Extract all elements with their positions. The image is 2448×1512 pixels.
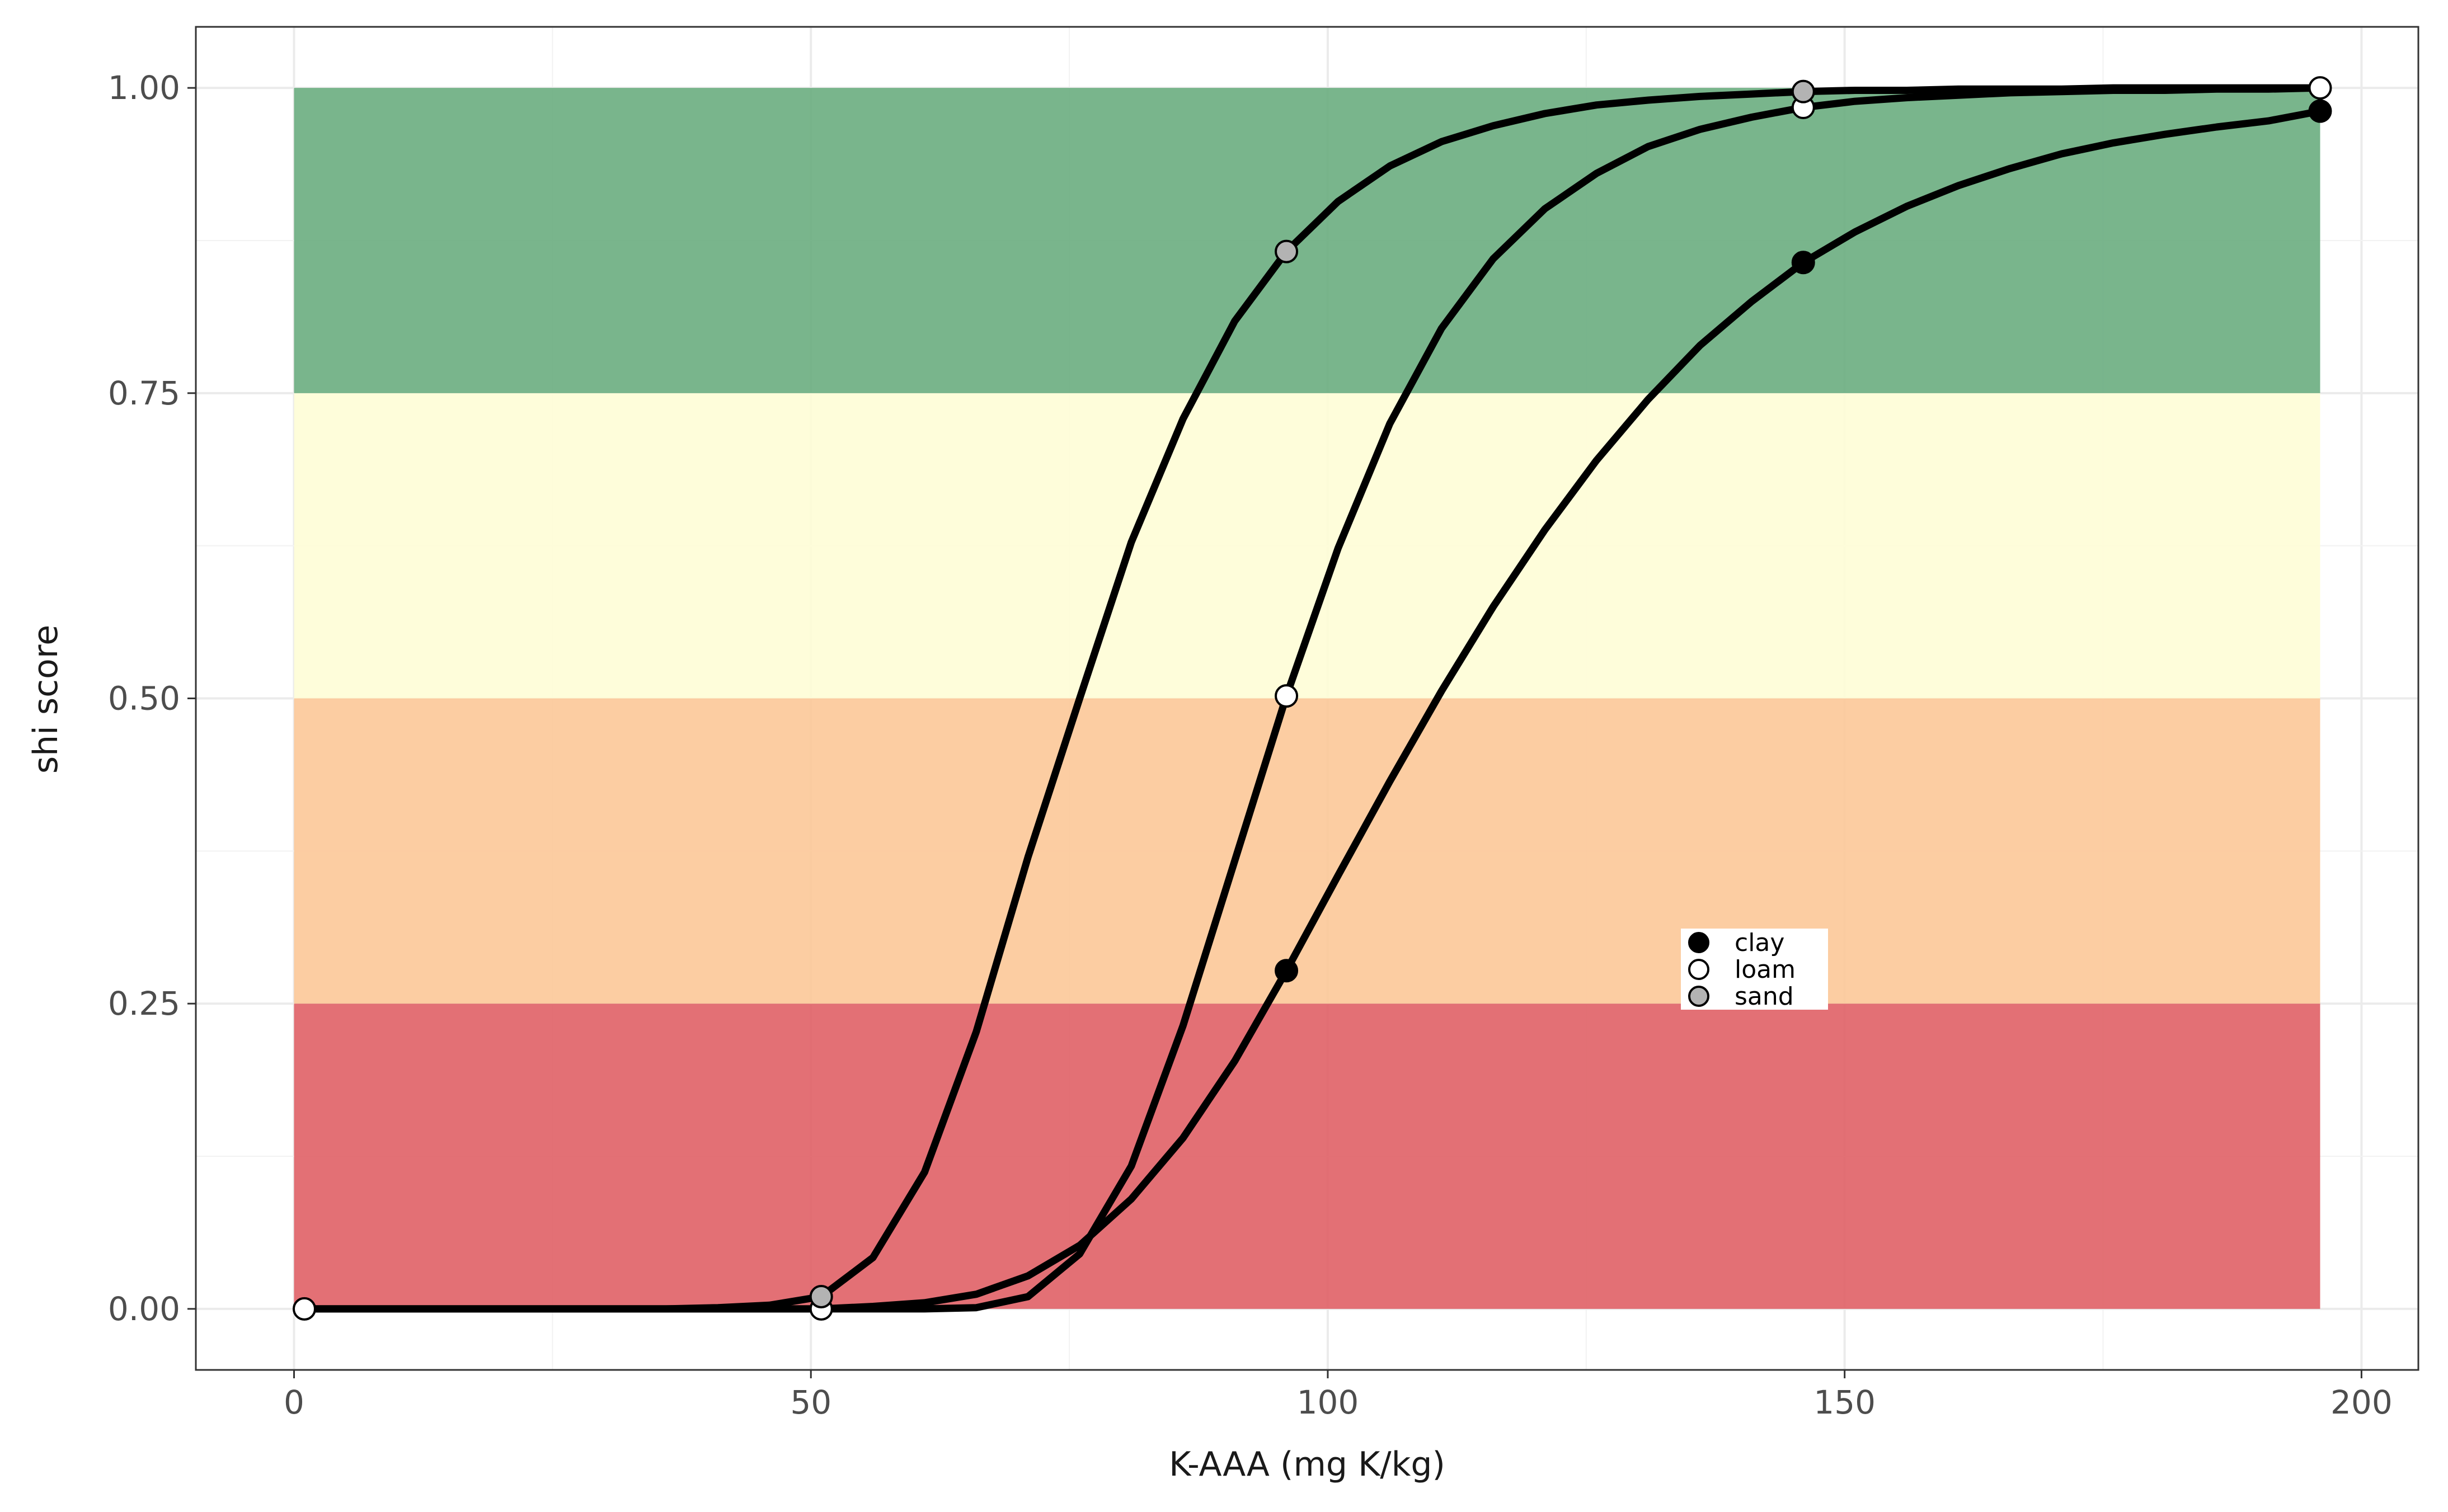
score-band xyxy=(294,698,2320,1004)
data-point-loam xyxy=(2308,76,2332,100)
data-point-clay xyxy=(1275,959,1299,983)
score-band xyxy=(294,1004,2320,1309)
y-tick-label: 0.25 xyxy=(108,985,180,1023)
y-tick-label: 0.00 xyxy=(108,1290,180,1328)
data-point-loam xyxy=(1275,684,1299,708)
y-axis-label: shi score xyxy=(26,625,65,774)
y-tick-label: 0.50 xyxy=(108,680,180,718)
data-point-sand xyxy=(809,1285,833,1309)
series-markers xyxy=(292,76,2332,1321)
series-lines xyxy=(300,84,2324,1313)
x-tick-label: 0 xyxy=(284,1383,304,1421)
series-line-sand xyxy=(300,84,2324,1313)
legend-label-loam: loam xyxy=(1735,955,1796,984)
data-point-clay xyxy=(1791,251,1815,275)
score-bands xyxy=(294,88,2320,1309)
legend-key-clay xyxy=(1688,932,1709,953)
x-tick-label: 200 xyxy=(2330,1383,2393,1421)
x-axis-label: K-AAA (mg K/kg) xyxy=(1169,1445,1445,1484)
legend-key-sand xyxy=(1688,986,1709,1007)
score-band xyxy=(294,393,2320,699)
score-band xyxy=(294,88,2320,393)
y-tick-label: 0.75 xyxy=(108,374,180,412)
x-tick-label: 50 xyxy=(790,1383,831,1421)
data-point-loam xyxy=(292,1297,316,1321)
axes: 0 50 100 150 200 0.00 0.25 0.50 0.75 1.00 xyxy=(108,69,2393,1421)
series-line-clay xyxy=(300,107,2324,1313)
legend-label-clay: clay xyxy=(1735,929,1784,957)
y-tick-label: 1.00 xyxy=(108,69,180,107)
legend-label-sand: sand xyxy=(1735,982,1794,1011)
legend-key-loam xyxy=(1688,959,1709,980)
x-tick-label: 100 xyxy=(1297,1383,1359,1421)
data-point-sand xyxy=(1275,239,1299,263)
x-tick-label: 150 xyxy=(1813,1383,1876,1421)
data-point-sand xyxy=(1791,79,1815,103)
data-point-clay xyxy=(2308,99,2332,123)
